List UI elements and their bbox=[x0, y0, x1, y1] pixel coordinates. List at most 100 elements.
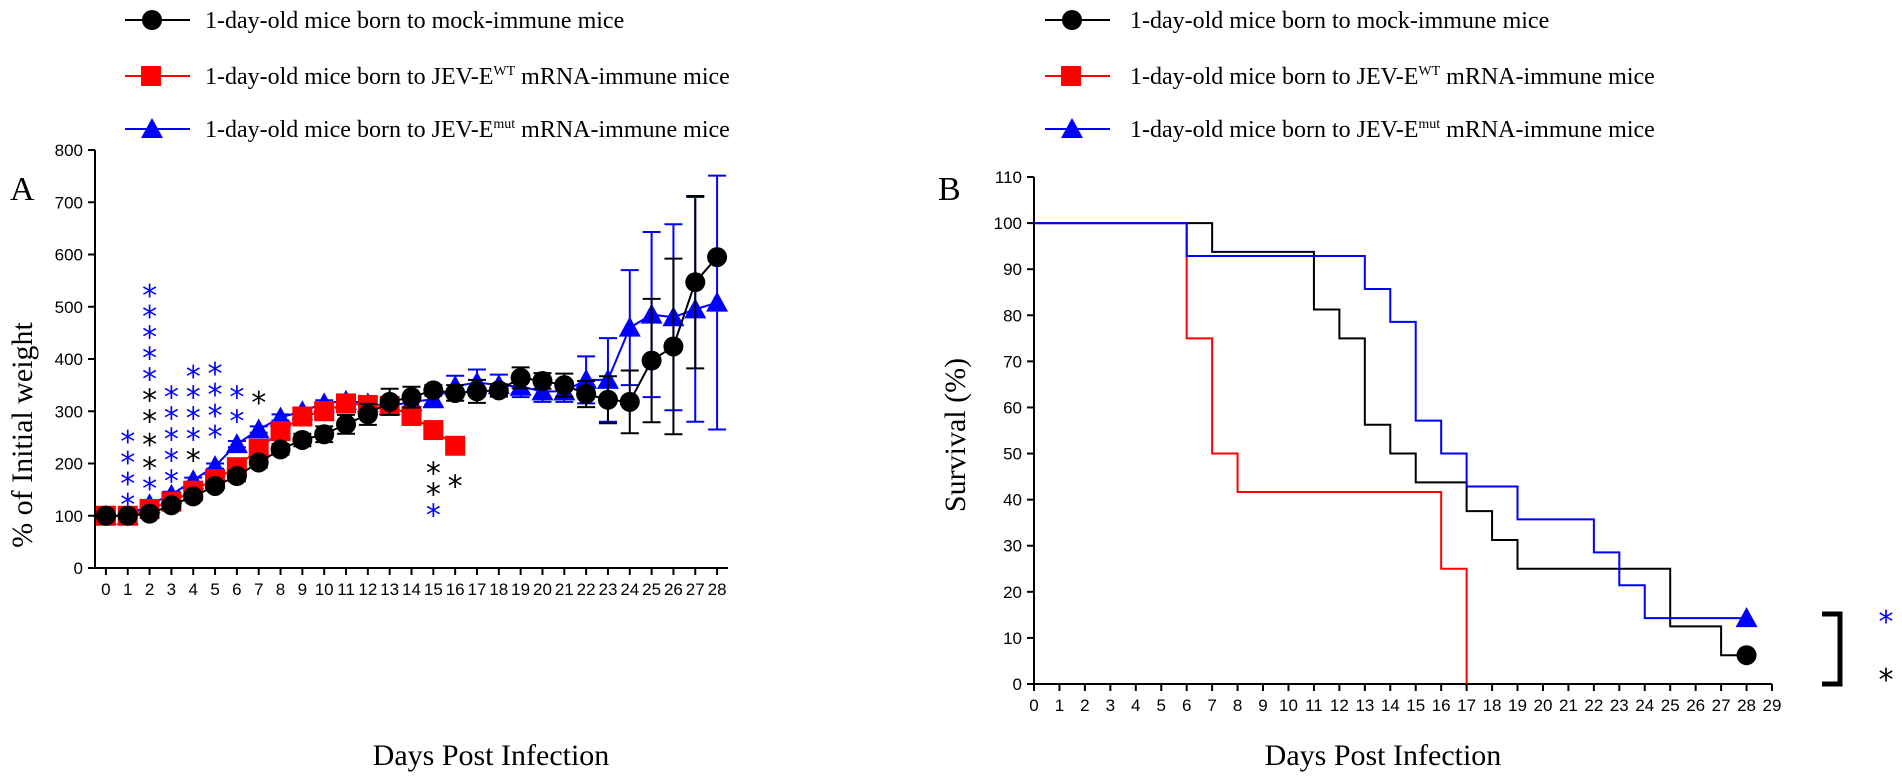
panel-b-xtick-label: 9 bbox=[1258, 696, 1267, 715]
panel-a-xtick-label: 18 bbox=[489, 580, 508, 599]
legend-label-wt-b: 1-day-old mice born to JEV-EWT mRNA-immu… bbox=[1130, 64, 1655, 90]
panel-a-significance-star: * bbox=[426, 477, 441, 512]
panel-b-ytick-label: 50 bbox=[1003, 445, 1022, 464]
panel-b-ytick-label: 100 bbox=[994, 214, 1022, 233]
panel-a-xtick-label: 24 bbox=[620, 580, 639, 599]
panel-a-point-wt bbox=[270, 421, 291, 442]
panel-a-significance-star: * bbox=[448, 470, 463, 505]
panel-b-xtick-label: 3 bbox=[1106, 696, 1115, 715]
legend-label-mut-b-post: mRNA-immune mice bbox=[1440, 117, 1655, 143]
legend-label-wt-pre: 1-day-old mice born to JEV-E bbox=[205, 64, 493, 90]
panel-a-ytick-label: 600 bbox=[55, 246, 83, 265]
panel-b-xtick-label: 25 bbox=[1661, 696, 1680, 715]
panel-b-xtick-label: 4 bbox=[1131, 696, 1140, 715]
panel-a-ytick-label: 700 bbox=[55, 193, 83, 212]
panel-a-significance-star: * bbox=[186, 402, 201, 437]
panel-b-xtick-label: 1 bbox=[1055, 696, 1064, 715]
legend-item-wt: 1-day-old mice born to JEV-EWT mRNA-immu… bbox=[125, 64, 730, 90]
panel-a-ytick-label: 400 bbox=[55, 350, 83, 369]
legend-label-wt: 1-day-old mice born to JEV-EWT mRNA-immu… bbox=[205, 64, 730, 90]
legend-marker-wt bbox=[141, 66, 161, 86]
panel-a-significance-star: * bbox=[164, 423, 179, 458]
panel-a-point-mock bbox=[95, 505, 116, 526]
panel-a-xtick-label: 10 bbox=[315, 580, 334, 599]
panel-b-ytick-label: 110 bbox=[995, 168, 1022, 187]
panel-a-series-mock bbox=[95, 194, 728, 526]
panel-a-significance-star: * bbox=[251, 386, 266, 421]
panel-a-point-mock bbox=[314, 424, 335, 445]
panel-a-significance-star: * bbox=[208, 420, 223, 455]
panel-a-xtick-label: 9 bbox=[298, 580, 307, 599]
panel-b-ytick-label: 20 bbox=[1003, 583, 1022, 602]
panel-a-point-mock bbox=[576, 384, 597, 405]
legend-label-mock-b: 1-day-old mice born to mock-immune mice bbox=[1130, 8, 1549, 34]
legend-item-mock-b: 1-day-old mice born to mock-immune mice bbox=[1045, 8, 1549, 34]
panel-a-point-mock bbox=[597, 389, 618, 410]
panel-a-significance-star: * bbox=[164, 443, 179, 478]
panel-b-ytick-label: 70 bbox=[1003, 352, 1022, 371]
legend-left: 1-day-old mice born to mock-immune mice … bbox=[125, 8, 730, 143]
legend-marker-mock bbox=[142, 10, 162, 30]
panel-a-xtick-label: 17 bbox=[468, 580, 487, 599]
panel-a-point-mock bbox=[619, 391, 640, 412]
panel-a-point-mut bbox=[575, 368, 598, 389]
panel-a-xtick-label: 1 bbox=[123, 580, 132, 599]
panel-a-xtick-label: 27 bbox=[686, 580, 705, 599]
panel-a-point-mock bbox=[117, 505, 138, 526]
panel-b-xtick-label: 29 bbox=[1763, 696, 1782, 715]
panel-b-label: B bbox=[938, 171, 961, 208]
panel-a-significance-star: * bbox=[186, 443, 201, 478]
panel-a-xtick-label: 4 bbox=[188, 580, 197, 599]
panel-b-xtick-label: 27 bbox=[1712, 696, 1731, 715]
panel-a-significance-star: * bbox=[142, 428, 157, 463]
panel-a-significance-star: * bbox=[164, 464, 179, 499]
panel-a-significance-star: * bbox=[186, 423, 201, 458]
panel-a-significance-star: * bbox=[186, 381, 201, 416]
panel-b-xtick-label: 12 bbox=[1330, 696, 1349, 715]
panel-a-significance-star: * bbox=[120, 425, 135, 460]
panel-a-point-mock bbox=[226, 466, 247, 487]
legend-label-wt-b-pre: 1-day-old mice born to JEV-E bbox=[1130, 64, 1418, 90]
panel-b-significance-bracket bbox=[1822, 611, 1843, 687]
panel-a-xtick-label: 25 bbox=[642, 580, 661, 599]
panel-a-significance-star: * bbox=[120, 467, 135, 502]
panel-a-point-mock bbox=[488, 380, 509, 401]
panel-b-ylabel: Survival (%) bbox=[939, 358, 972, 512]
panel-a-point-mock bbox=[270, 439, 291, 460]
panel-a-point-mock bbox=[423, 380, 444, 401]
panel-a-point-mock bbox=[466, 381, 487, 402]
legend-item-mock: 1-day-old mice born to mock-immune mice bbox=[125, 8, 624, 34]
panel-b-significance-star: * bbox=[1879, 663, 1894, 698]
panel-b-xtick-label: 26 bbox=[1686, 696, 1705, 715]
panel-a-xtick-label: 7 bbox=[254, 580, 263, 599]
panel-a-significance-star: * bbox=[164, 402, 179, 437]
panel-a-point-mut bbox=[247, 418, 270, 439]
panel-b-step-mut bbox=[1034, 222, 1747, 620]
legend-label-mut-sup: mut bbox=[493, 117, 515, 132]
panel-a-point-wt bbox=[292, 406, 313, 427]
legend-item-mut-b: 1-day-old mice born to JEV-Emut mRNA-imm… bbox=[1045, 117, 1655, 143]
panel-b-end-marker-mock bbox=[1736, 645, 1757, 666]
panel-a-point-mock bbox=[139, 503, 160, 524]
panel-b-xtick-label: 7 bbox=[1207, 696, 1216, 715]
panel-a-point-wt bbox=[336, 393, 357, 414]
panel-a-xtick-label: 2 bbox=[145, 580, 154, 599]
panel-a-ytick-label: 100 bbox=[55, 507, 83, 526]
panel-a-point-mock bbox=[554, 375, 575, 396]
panel-b-xtick-label: 24 bbox=[1635, 696, 1654, 715]
panel-a-significance-star: * bbox=[142, 342, 157, 377]
panel-a-significance-star: * bbox=[142, 279, 157, 314]
legend-label-wt-b-sup: WT bbox=[1418, 64, 1440, 79]
panel-b-xtick-label: 13 bbox=[1355, 696, 1374, 715]
legend-label-wt-b-post: mRNA-immune mice bbox=[1440, 64, 1655, 90]
panel-b-xtick-label: 8 bbox=[1233, 696, 1242, 715]
panel-a-xtick-label: 16 bbox=[446, 580, 465, 599]
legend-label-mut-b-sup: mut bbox=[1418, 117, 1440, 132]
legend-label-mut-b-pre: 1-day-old mice born to JEV-E bbox=[1130, 117, 1418, 143]
panel-a-xtick-label: 0 bbox=[101, 580, 110, 599]
panel-a-significance-star: * bbox=[164, 381, 179, 416]
panel-a-xtick-label: 3 bbox=[167, 580, 176, 599]
panel-a-significance-star: * bbox=[229, 404, 244, 439]
